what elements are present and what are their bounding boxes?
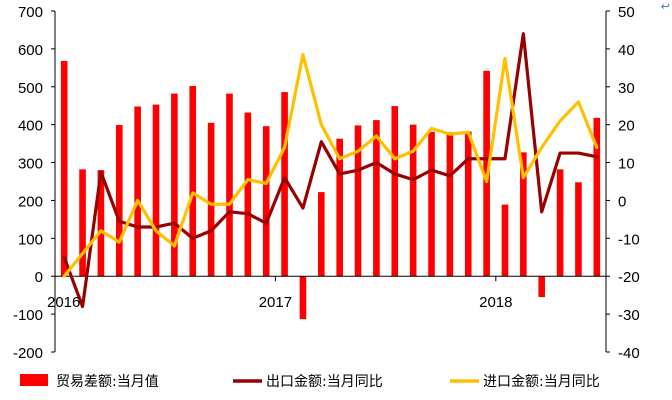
x-tick-label-0: 2016 bbox=[47, 294, 80, 311]
legend-label-trade-balance: 贸易差额:当月值 bbox=[56, 374, 159, 390]
bar-18 bbox=[391, 106, 399, 277]
right-tick-label-5: 0 bbox=[618, 193, 626, 210]
left-tick-label-6: 100 bbox=[18, 231, 43, 248]
bar-16 bbox=[354, 125, 362, 277]
bar-26 bbox=[538, 276, 546, 298]
left-tick-label-7: 0 bbox=[35, 269, 43, 286]
bar-29 bbox=[593, 117, 601, 277]
bar-19 bbox=[409, 124, 417, 277]
left-tick-label-4: 300 bbox=[18, 156, 43, 173]
right-tick-label-4: 10 bbox=[618, 156, 635, 173]
bar-28 bbox=[575, 182, 582, 277]
right-tick-label-6: -10 bbox=[618, 231, 640, 248]
legend-label-export-yoy: 出口金额:当月同比 bbox=[266, 374, 383, 390]
export-yoy-line bbox=[62, 32, 599, 309]
left-tick-label-3: 400 bbox=[18, 118, 43, 135]
right-tick-label-2: 30 bbox=[618, 80, 635, 97]
bar-5 bbox=[152, 104, 160, 277]
bar-3 bbox=[115, 125, 123, 277]
right-tick-label-8: -30 bbox=[618, 307, 640, 324]
left-tick-label-0: 700 bbox=[18, 4, 43, 21]
left-tick-label-5: 200 bbox=[18, 193, 43, 210]
left-tick-label-8: -100 bbox=[13, 307, 43, 324]
bar-21 bbox=[446, 132, 454, 277]
legend: 贸易差额:当月值 出口金额:当月同比 进口金额:当月同比 bbox=[20, 374, 600, 390]
corner-return-icon: ↩ bbox=[660, 0, 670, 13]
left-tick-label-2: 500 bbox=[18, 80, 43, 97]
left-tick-label-1: 600 bbox=[18, 42, 43, 59]
bar-10 bbox=[244, 112, 252, 277]
right-tick-label-9: -40 bbox=[618, 345, 640, 362]
bar-8 bbox=[207, 122, 215, 277]
x-tick-label-2: 2018 bbox=[479, 294, 512, 311]
right-tick-label-0: 50 bbox=[618, 4, 635, 21]
bar-2 bbox=[97, 170, 105, 277]
left-tick-label-9: -200 bbox=[13, 345, 43, 362]
right-tick-label-7: -20 bbox=[618, 269, 640, 286]
bar-4 bbox=[134, 106, 141, 277]
bar-17 bbox=[373, 120, 380, 277]
import-yoy-line bbox=[62, 52, 599, 278]
bar-13 bbox=[299, 276, 307, 320]
tick-labels: 7006005004003002001000-100-2005040302010… bbox=[13, 4, 640, 362]
bar-22 bbox=[464, 131, 472, 277]
bar-0 bbox=[60, 61, 68, 277]
bar-6 bbox=[171, 93, 178, 277]
bar-1 bbox=[79, 169, 86, 277]
bar-9 bbox=[226, 93, 233, 277]
bar-27 bbox=[556, 169, 564, 277]
legend-swatch-trade-balance bbox=[20, 374, 48, 386]
bar-24 bbox=[501, 204, 509, 277]
bar-series bbox=[60, 61, 601, 320]
bar-14 bbox=[318, 192, 325, 277]
bar-25 bbox=[520, 152, 527, 277]
right-tick-label-3: 20 bbox=[618, 118, 635, 135]
line-series bbox=[62, 32, 599, 309]
bar-15 bbox=[336, 138, 343, 277]
bar-12 bbox=[281, 92, 288, 277]
right-tick-label-1: 40 bbox=[618, 42, 635, 59]
axes bbox=[51, 10, 610, 353]
bar-20 bbox=[428, 131, 435, 277]
bar-11 bbox=[262, 126, 270, 277]
x-tick-label-1: 2017 bbox=[259, 294, 292, 311]
legend-label-import-yoy: 进口金额:当月同比 bbox=[483, 374, 600, 390]
bar-7 bbox=[189, 86, 197, 277]
